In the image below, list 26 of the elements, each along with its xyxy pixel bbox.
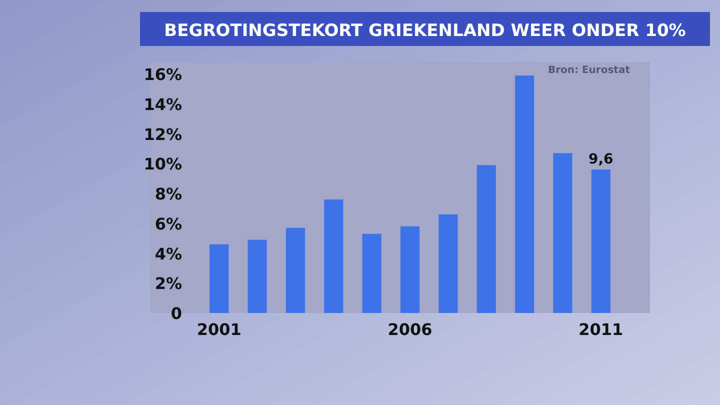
y-tick-label: 6% — [154, 214, 182, 234]
chart-title: BEGROTINGSTEKORT GRIEKENLAND WEER ONDER 10% — [164, 21, 686, 41]
annotation: Bron: Eurostat — [548, 65, 630, 76]
bar — [286, 228, 305, 313]
bar — [515, 75, 534, 313]
bar — [248, 240, 267, 313]
y-tick-label: 8% — [154, 184, 182, 204]
bar — [438, 214, 458, 313]
data-label: 9,6 — [588, 152, 614, 168]
y-tick-label: 0 — [170, 304, 182, 323]
bar — [476, 165, 496, 313]
bar — [553, 153, 572, 313]
y-tick-label: 12% — [144, 124, 182, 144]
y-tick-label: 16% — [144, 65, 182, 84]
bar — [400, 226, 420, 313]
x-tick-label: 2006 — [388, 320, 432, 339]
y-tick-label: 14% — [144, 94, 182, 114]
bar — [210, 244, 229, 313]
x-tick-label: 2011 — [578, 320, 624, 339]
y-tick-label: 4% — [154, 244, 182, 264]
x-tick-label: 2001 — [196, 320, 242, 339]
bar — [591, 170, 610, 313]
y-tick-label: 2% — [154, 274, 182, 294]
bar — [324, 199, 344, 313]
y-tick-label: 10% — [144, 154, 182, 174]
bar — [362, 234, 382, 313]
